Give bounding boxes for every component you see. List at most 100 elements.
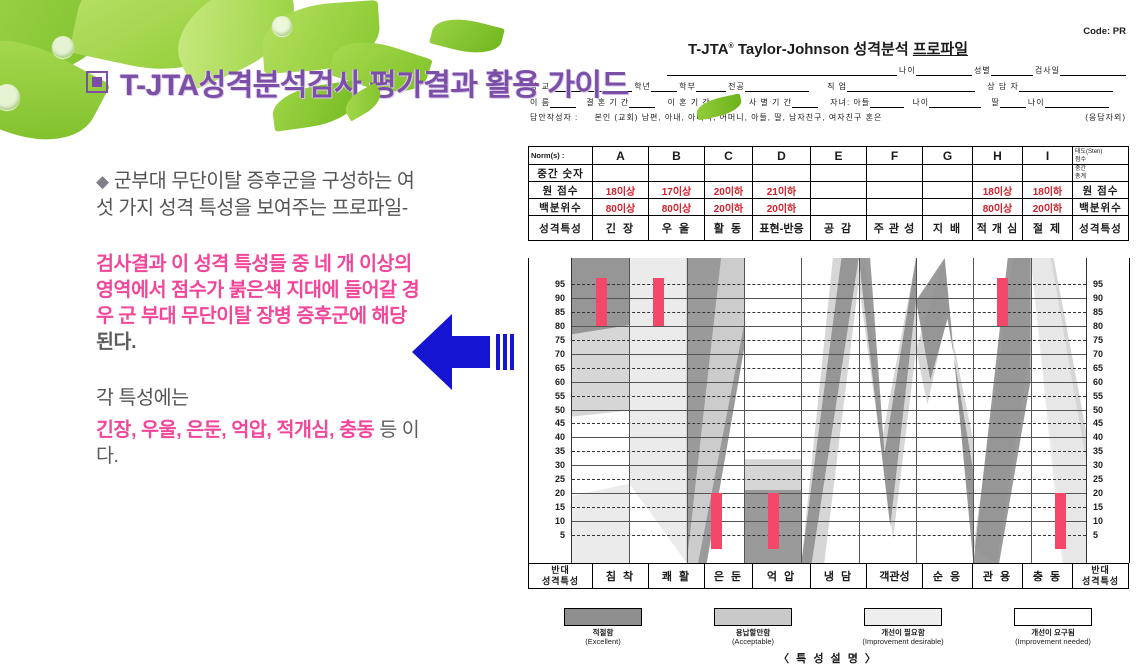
norm-band-E-9 xyxy=(801,258,859,563)
result-bar-I xyxy=(1054,493,1066,549)
form-respondent-note: (응답자외) xyxy=(1085,113,1126,122)
row-label-opposite: 반대 성격특성 xyxy=(528,563,593,589)
paragraph-intro: ◆ 군부대 무단이탈 증후군을 구성하는 여섯 가지 성격 특성을 보여주는 프… xyxy=(96,168,426,221)
norms-col-d: D xyxy=(752,146,811,165)
y-tick-left-30: 30 xyxy=(554,460,565,471)
cell-raw-c: 20이하 xyxy=(704,181,753,199)
opposite-row: 반대 성격특성 침 착 쾌 활 은 둔 억 압 냉 담 객관성 순 응 관 용 충… xyxy=(528,563,1129,589)
legend-item-excellent: 적절함 (Excellent) xyxy=(528,608,678,646)
legend-swatch-acceptable xyxy=(714,608,792,626)
form-field-school-label: 학 교 xyxy=(530,82,550,91)
gridline-45 xyxy=(572,423,1086,425)
gridline-65 xyxy=(572,367,1086,369)
row-label-raw-right: 원 점수 xyxy=(1072,181,1129,199)
norm-band-I-17 xyxy=(1030,258,1086,563)
result-bar-A xyxy=(596,278,608,326)
opposite-d: 억 압 xyxy=(752,563,811,589)
norm-band-D-7 xyxy=(744,459,802,490)
cell-midnum-a xyxy=(592,164,649,182)
y-tick-left-45: 45 xyxy=(554,418,565,429)
y-tick-right-70: 70 xyxy=(1093,348,1104,359)
sheet-title: T-JTA® Taylor-Johnson 성격분석 프로파일 xyxy=(522,38,1134,59)
y-tick-right-85: 85 xyxy=(1093,306,1104,317)
y-tick-left-55: 55 xyxy=(554,390,565,401)
column-divider-4 xyxy=(801,258,803,563)
norms-col-a: A xyxy=(592,146,649,165)
column-divider-1 xyxy=(629,258,631,563)
form-field-job-label: 직 업 xyxy=(827,82,848,91)
y-tick-left-65: 65 xyxy=(554,362,565,373)
y-tick-left-5: 5 xyxy=(559,530,565,541)
column-divider-2 xyxy=(686,258,688,563)
cell-midnum-e xyxy=(810,164,867,182)
trait-list-text: 긴장, 우울, 은둔, 억압, 적개심, 충동 xyxy=(96,419,375,441)
cell-raw-b: 17이상 xyxy=(648,181,705,199)
y-tick-right-35: 35 xyxy=(1093,446,1104,457)
y-tick-right-65: 65 xyxy=(1093,362,1104,373)
row-label-raw: 원 점수 xyxy=(528,181,593,199)
legend-label-improvement-desirable-ko: 개선이 필요함 xyxy=(881,628,925,637)
form-line-1: 나이 성별 검사일 xyxy=(530,64,1126,80)
y-tick-left-75: 75 xyxy=(554,334,565,345)
left-arrow-icon xyxy=(410,306,520,398)
form-field-marriage-label: 결 혼 기 간 xyxy=(586,98,630,107)
norm-band-shading xyxy=(572,258,1086,563)
form-field-son-age-label: 나이 xyxy=(912,98,930,107)
result-bar-H xyxy=(997,278,1009,326)
column-divider-3 xyxy=(744,258,745,563)
legend-label-acceptable-en: (Acceptable) xyxy=(731,637,775,646)
tjta-profile-sheet: Code: PR T-JTA® Taylor-Johnson 성격분석 프로파일… xyxy=(522,18,1134,665)
y-tick-right-45: 45 xyxy=(1093,418,1104,429)
form-field-dept-label: 학부 xyxy=(679,82,696,91)
cell-midnum-h xyxy=(972,164,1023,182)
y-tick-right-40: 40 xyxy=(1093,432,1104,443)
cell-pct-h: 80이상 xyxy=(972,198,1023,216)
cell-midnum-i xyxy=(1022,164,1073,182)
opposite-c: 은 둔 xyxy=(704,563,753,589)
cell-pct-f xyxy=(866,198,923,216)
cell-pct-b: 80이상 xyxy=(648,198,705,216)
gridline-25 xyxy=(572,479,1086,481)
trait-c: 활 동 xyxy=(704,215,753,241)
footer-note: 〈 특 성 설 명 〉 xyxy=(778,653,878,665)
form-field-age-label: 나이 xyxy=(898,66,916,75)
form-field-bereave-label: 사 별 기 간 xyxy=(748,98,792,107)
cell-midnum-f xyxy=(866,164,923,182)
gridline-55 xyxy=(572,395,1086,397)
norm-band-A-0 xyxy=(572,483,630,563)
y-tick-right-20: 20 xyxy=(1093,488,1104,499)
opposite-e: 냉 담 xyxy=(810,563,867,589)
y-tick-left-25: 25 xyxy=(554,474,565,485)
norms-col-c: C xyxy=(704,146,753,165)
trait-b: 우 울 xyxy=(648,215,705,241)
gridline-30 xyxy=(572,465,1086,467)
opposite-b: 쾌 활 xyxy=(648,563,705,589)
trait-list-tail: 등 이다. xyxy=(96,419,420,467)
form-line-4: 답안작성자 : 본인 (교회) 남편, 아내, 아버지, 어머니, 아들, 딸,… xyxy=(530,112,1126,128)
norm-band-C-5 xyxy=(686,258,744,563)
cell-raw-g xyxy=(922,181,973,199)
legend-swatch-improvement-needed xyxy=(1014,608,1092,626)
form-field-divorce-label: 이 혼 기 간 xyxy=(667,98,711,107)
sheet-title-prefix: T-JTA xyxy=(687,41,729,58)
y-tick-right-55: 55 xyxy=(1093,390,1104,401)
y-tick-right-95: 95 xyxy=(1093,278,1104,289)
gridline-70 xyxy=(572,353,1086,355)
y-axis-right: 95 90 85 80 75 70 65 60 55 50 45 40 35 30 25 20 15 10 5 xyxy=(1093,258,1123,563)
column-divider-6 xyxy=(916,258,917,563)
opposite-traits-table: 반대 성격특성 침 착 쾌 활 은 둔 억 압 냉 담 객관성 순 응 관 용 충… xyxy=(528,563,1129,589)
y-tick-left-85: 85 xyxy=(554,306,565,317)
y-tick-left-50: 50 xyxy=(554,404,565,415)
y-tick-left-40: 40 xyxy=(554,432,565,443)
norms-col-b: B xyxy=(648,146,705,165)
opposite-a: 침 착 xyxy=(592,563,649,589)
norms-header-row: Norm(s) : A B C D E F G H I 태도(Sten) 점수 xyxy=(528,146,1129,165)
gridline-75 xyxy=(572,339,1086,341)
square-bullet-icon xyxy=(86,71,108,93)
form-field-daughter-label: 딸 xyxy=(991,98,1000,107)
y-tick-right-50: 50 xyxy=(1093,404,1104,415)
cell-midnum-g xyxy=(922,164,973,182)
cell-pct-e xyxy=(810,198,867,216)
legend-swatch-improvement-desirable xyxy=(864,608,942,626)
